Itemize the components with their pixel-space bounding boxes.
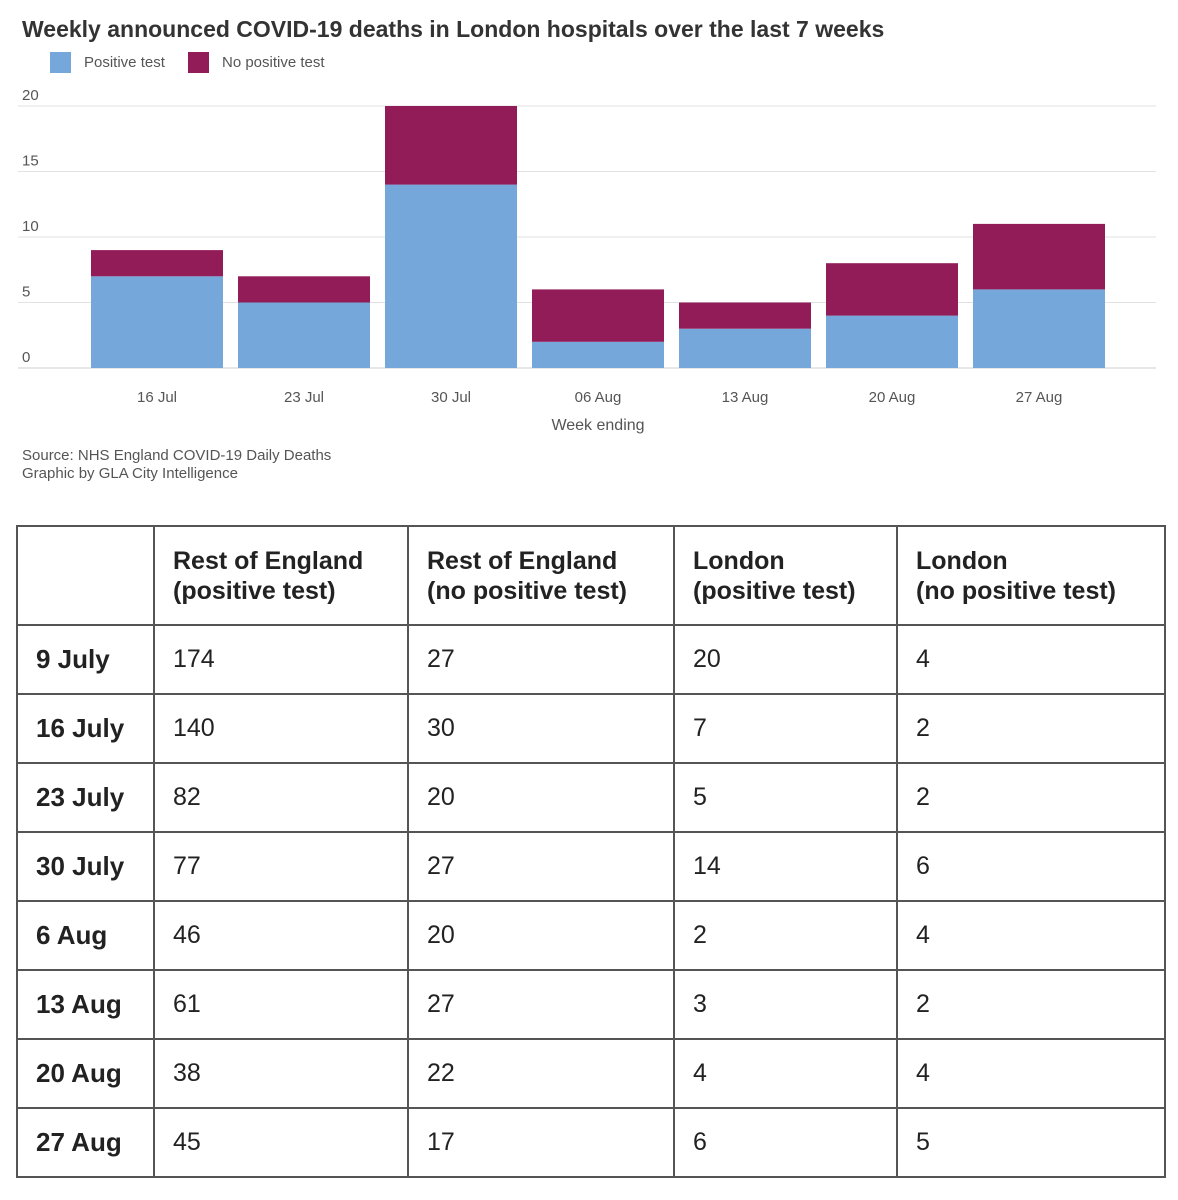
y-tick-label: 15 [22,153,39,170]
bar-positive-3 [532,341,664,368]
table-row: 6 Aug 46 20 2 4 [16,900,1166,971]
deaths-table-panel: Rest of England (positive test) Rest of E… [16,525,1166,1178]
table-cell: 5 [896,1107,1166,1178]
legend-swatch-positive [50,51,71,73]
bar-no-positive-1 [238,276,370,303]
table-cell: 2 [673,900,898,971]
y-tick-label: 20 [22,87,39,104]
x-tick-label: 23 Jul [284,389,324,406]
table-cell: 30 [407,693,675,764]
table-row: 30 July 77 27 14 6 [16,831,1166,902]
table-body: 9 July 174 27 20 4 16 July 140 30 7 2 23 July 82 20 5… [16,624,1166,1178]
table-cell: 17 [407,1107,675,1178]
table-cell: 7 [673,693,898,764]
table-cell: 5 [673,762,898,833]
row-week-label: 16 July [16,693,155,764]
table-row: 20 Aug 38 22 4 4 [16,1038,1166,1109]
bar-chart: 0 5 10 15 20 16 Jul 23 Jul 30 Jul 06 Aug 13 Aug 20… [18,87,1156,434]
credit-note: Graphic by GLA City Intelligence [22,465,238,482]
row-week-label: 9 July [16,624,155,695]
row-week-label: 6 Aug [16,900,155,971]
x-tick-label: 06 Aug [575,389,622,406]
table-cell: 82 [153,762,409,833]
table-cell: 4 [673,1038,898,1109]
table-cell: 38 [153,1038,409,1109]
row-week-label: 20 Aug [16,1038,155,1109]
bar-positive-2 [385,184,517,368]
table-cell: 174 [153,624,409,695]
table-corner-cell [16,525,155,626]
row-week-label: 27 Aug [16,1107,155,1178]
table-cell: 20 [407,900,675,971]
y-tick-label: 5 [22,284,30,301]
table-cell: 4 [896,624,1166,695]
bar-no-positive-6 [973,223,1105,290]
table-cell: 22 [407,1038,675,1109]
y-tick-label: 10 [22,218,39,235]
table-row: 23 July 82 20 5 2 [16,762,1166,833]
bar-no-positive-4 [679,302,811,329]
table-cell: 61 [153,969,409,1040]
x-tick-label: 27 Aug [1016,389,1063,406]
table-cell: 27 [407,831,675,902]
legend-positive-test: Positive test [50,51,165,73]
table-header-cell: Rest of England (no positive test) [407,525,675,626]
table-cell: 3 [673,969,898,1040]
table-cell: 4 [896,1038,1166,1109]
table-cell: 4 [896,900,1166,971]
table-header-cell: London (positive test) [673,525,898,626]
table-cell: 27 [407,624,675,695]
table-cell: 6 [896,831,1166,902]
bar-positive-6 [973,289,1105,368]
legend-swatch-no-positive [188,51,209,73]
x-tick-label: 13 Aug [722,389,769,406]
bar-no-positive-2 [385,106,517,185]
table-cell: 20 [673,624,898,695]
table-row: 13 Aug 61 27 3 2 [16,969,1166,1040]
table-row: 9 July 174 27 20 4 [16,624,1166,695]
table-cell: 2 [896,762,1166,833]
row-week-label: 23 July [16,762,155,833]
bar-positive-4 [679,328,811,368]
source-note: Source: NHS England COVID-19 Daily Death… [22,447,332,464]
row-week-label: 30 July [16,831,155,902]
bar-positive-0 [91,276,223,368]
table-cell: 140 [153,693,409,764]
table-cell: 14 [673,831,898,902]
legend-label-no-positive: No positive test [222,53,325,71]
table-header-cell: Rest of England (positive test) [153,525,409,626]
x-tick-label: 30 Jul [431,389,471,406]
table-cell: 45 [153,1107,409,1178]
legend-label-positive: Positive test [84,53,165,71]
legend-no-positive-test: No positive test [188,51,325,73]
table-cell: 77 [153,831,409,902]
x-tick-label: 16 Jul [137,389,177,406]
bar-positive-1 [238,302,370,368]
row-week-label: 13 Aug [16,969,155,1040]
bar-positive-5 [826,315,958,368]
bar-no-positive-0 [91,250,223,277]
chart-panel: Weekly announced COVID-19 deaths in Lond… [0,0,1178,492]
table-cell: 2 [896,969,1166,1040]
x-axis-label: Week ending [551,417,644,434]
table-cell: 6 [673,1107,898,1178]
bar-no-positive-5 [826,263,958,316]
table-cell: 27 [407,969,675,1040]
deaths-table: Rest of England (positive test) Rest of E… [16,525,1166,1178]
table-row: 16 July 140 30 7 2 [16,693,1166,764]
chart-title: Weekly announced COVID-19 deaths in Lond… [22,16,885,42]
table-header-row: Rest of England (positive test) Rest of E… [16,525,1166,626]
table-cell: 20 [407,762,675,833]
x-tick-label: 20 Aug [869,389,916,406]
table-cell: 2 [896,693,1166,764]
table-header-cell: London (no positive test) [896,525,1166,626]
y-tick-label: 0 [22,349,30,366]
table-row: 27 Aug 45 17 6 5 [16,1107,1166,1178]
bar-no-positive-3 [532,289,664,342]
table-cell: 46 [153,900,409,971]
